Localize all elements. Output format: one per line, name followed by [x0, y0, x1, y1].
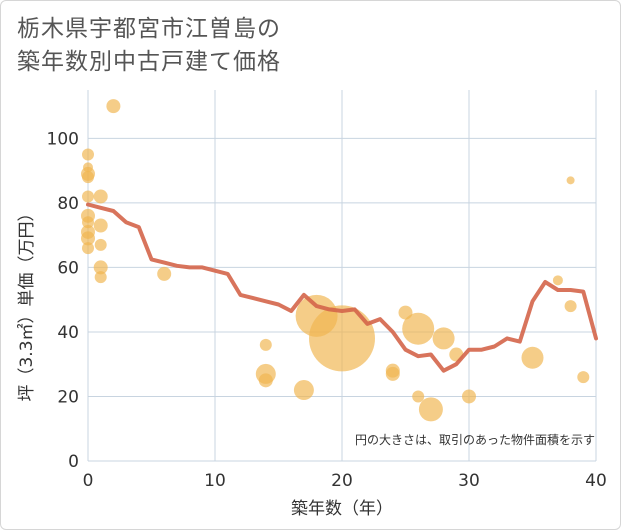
bubble-point	[82, 216, 94, 229]
bubble-point	[564, 300, 577, 313]
x-tick-label: 40	[585, 471, 607, 491]
bubble-point	[293, 380, 314, 401]
bubble-point	[157, 266, 172, 281]
bubble-point	[93, 189, 108, 204]
bubble-point	[577, 371, 590, 384]
bubble-point	[82, 171, 94, 184]
bubble-point	[93, 218, 108, 233]
bubble-point	[81, 231, 95, 246]
size-note: 円の大きさは、取引のあった物件面積を示す	[355, 432, 595, 447]
y-axis-label: 坪（3.3㎡）単価（万円）	[17, 204, 37, 401]
bubble-point	[566, 176, 575, 185]
chart-title-line-2: 築年数別中古戸建て価格	[17, 49, 281, 75]
bubble-point	[402, 312, 435, 345]
bubble-point	[309, 305, 375, 372]
bubble-point	[385, 366, 400, 381]
bubble-point	[259, 338, 272, 351]
y-tick-label: 100	[47, 129, 79, 149]
bubble-point	[93, 260, 108, 275]
bubble-point	[94, 238, 107, 251]
y-tick-label: 40	[57, 323, 79, 343]
chart-title: 栃木県宇都宮市江曽島の 築年数別中古戸建て価格	[17, 13, 281, 79]
x-tick-label: 30	[458, 471, 480, 491]
bubble-point	[552, 275, 563, 286]
bubble-series	[81, 99, 590, 422]
x-tick-label: 10	[204, 471, 226, 491]
trend-line	[86, 202, 598, 373]
chart-title-line-1: 栃木県宇都宮市江曽島の	[17, 16, 281, 42]
tick-labels: 0 10 20 30 40 0 20 40 60 80 100	[47, 129, 607, 491]
bubble-point	[94, 271, 107, 284]
x-tick-label: 20	[331, 471, 353, 491]
y-tick-label: 60	[57, 258, 79, 278]
bubble-point	[432, 327, 455, 350]
y-tick-label: 20	[57, 387, 79, 407]
bubble-point	[106, 99, 121, 114]
x-axis-label: 築年数（年）	[291, 499, 393, 519]
y-tick-label: 0	[68, 452, 79, 472]
trend-series	[86, 202, 598, 373]
bubble-point	[82, 190, 94, 203]
y-tick-label: 80	[57, 194, 79, 214]
bubble-point	[82, 242, 94, 255]
x-tick-label: 0	[83, 471, 94, 491]
bubble-point	[521, 346, 544, 369]
bubble-point	[82, 148, 94, 161]
bubble-point	[412, 390, 425, 403]
bubble-point	[462, 389, 476, 404]
bubble-point	[418, 397, 443, 422]
bubble-point	[258, 373, 273, 388]
